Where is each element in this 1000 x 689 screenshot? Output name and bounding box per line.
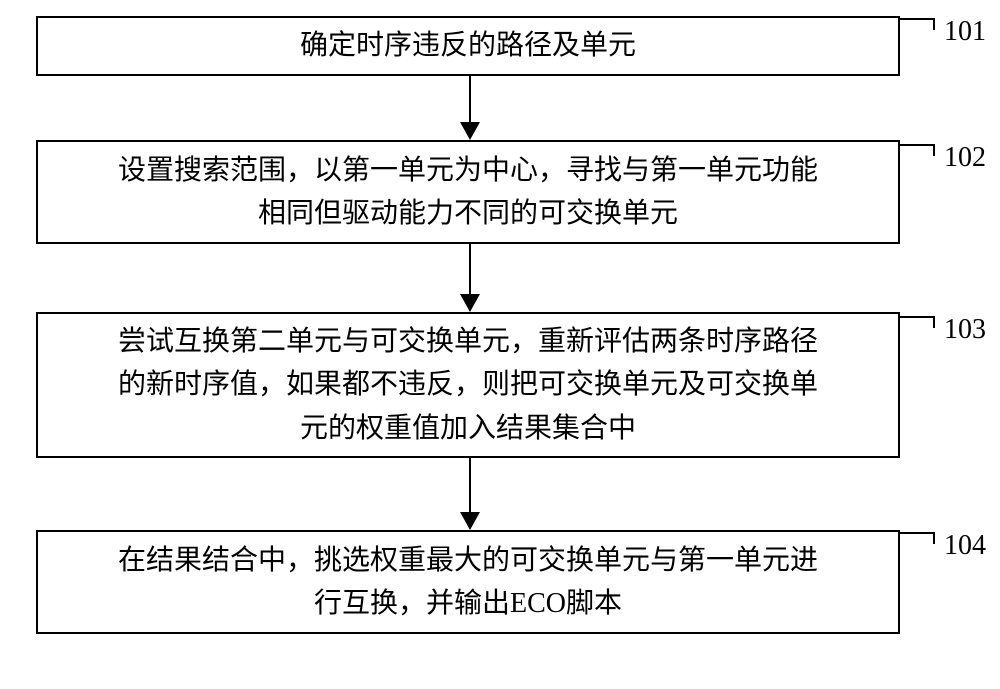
step-101-text: 确定时序违反的路径及单元 bbox=[300, 24, 636, 67]
leader-103-v bbox=[933, 316, 935, 328]
arrow-1-2-line bbox=[469, 76, 471, 122]
arrow-2-3-head bbox=[460, 294, 480, 312]
leader-103-h bbox=[900, 316, 935, 318]
leader-102-v bbox=[933, 144, 935, 156]
leader-101-h bbox=[900, 18, 935, 20]
step-103-text: 尝试互换第二单元与可交换单元，重新评估两条时序路径 的新时序值，如果都不违反，则… bbox=[118, 320, 818, 450]
leader-102-h bbox=[900, 144, 935, 146]
label-101: 101 bbox=[944, 16, 986, 48]
arrow-3-4-head bbox=[460, 512, 480, 530]
arrow-1-2-head bbox=[460, 122, 480, 140]
step-104-box: 在结果结合中，挑选权重最大的可交换单元与第一单元进 行互换，并输出ECO脚本 bbox=[36, 530, 900, 634]
step-101-box: 确定时序违反的路径及单元 bbox=[36, 16, 900, 76]
step-102-box: 设置搜索范围，以第一单元为中心，寻找与第一单元功能 相同但驱动能力不同的可交换单… bbox=[36, 140, 900, 244]
label-102: 102 bbox=[944, 142, 986, 174]
step-103-box: 尝试互换第二单元与可交换单元，重新评估两条时序路径 的新时序值，如果都不违反，则… bbox=[36, 312, 900, 458]
arrow-2-3-line bbox=[469, 244, 471, 294]
label-104: 104 bbox=[944, 530, 986, 562]
flowchart-canvas: 确定时序违反的路径及单元 101 设置搜索范围，以第一单元为中心，寻找与第一单元… bbox=[0, 0, 1000, 689]
leader-104-v bbox=[933, 532, 935, 544]
step-104-text: 在结果结合中，挑选权重最大的可交换单元与第一单元进 行互换，并输出ECO脚本 bbox=[118, 539, 818, 626]
step-102-text: 设置搜索范围，以第一单元为中心，寻找与第一单元功能 相同但驱动能力不同的可交换单… bbox=[118, 149, 818, 236]
leader-101-v bbox=[933, 18, 935, 30]
leader-104-h bbox=[900, 532, 935, 534]
label-103: 103 bbox=[944, 314, 986, 346]
arrow-3-4-line bbox=[469, 458, 471, 512]
